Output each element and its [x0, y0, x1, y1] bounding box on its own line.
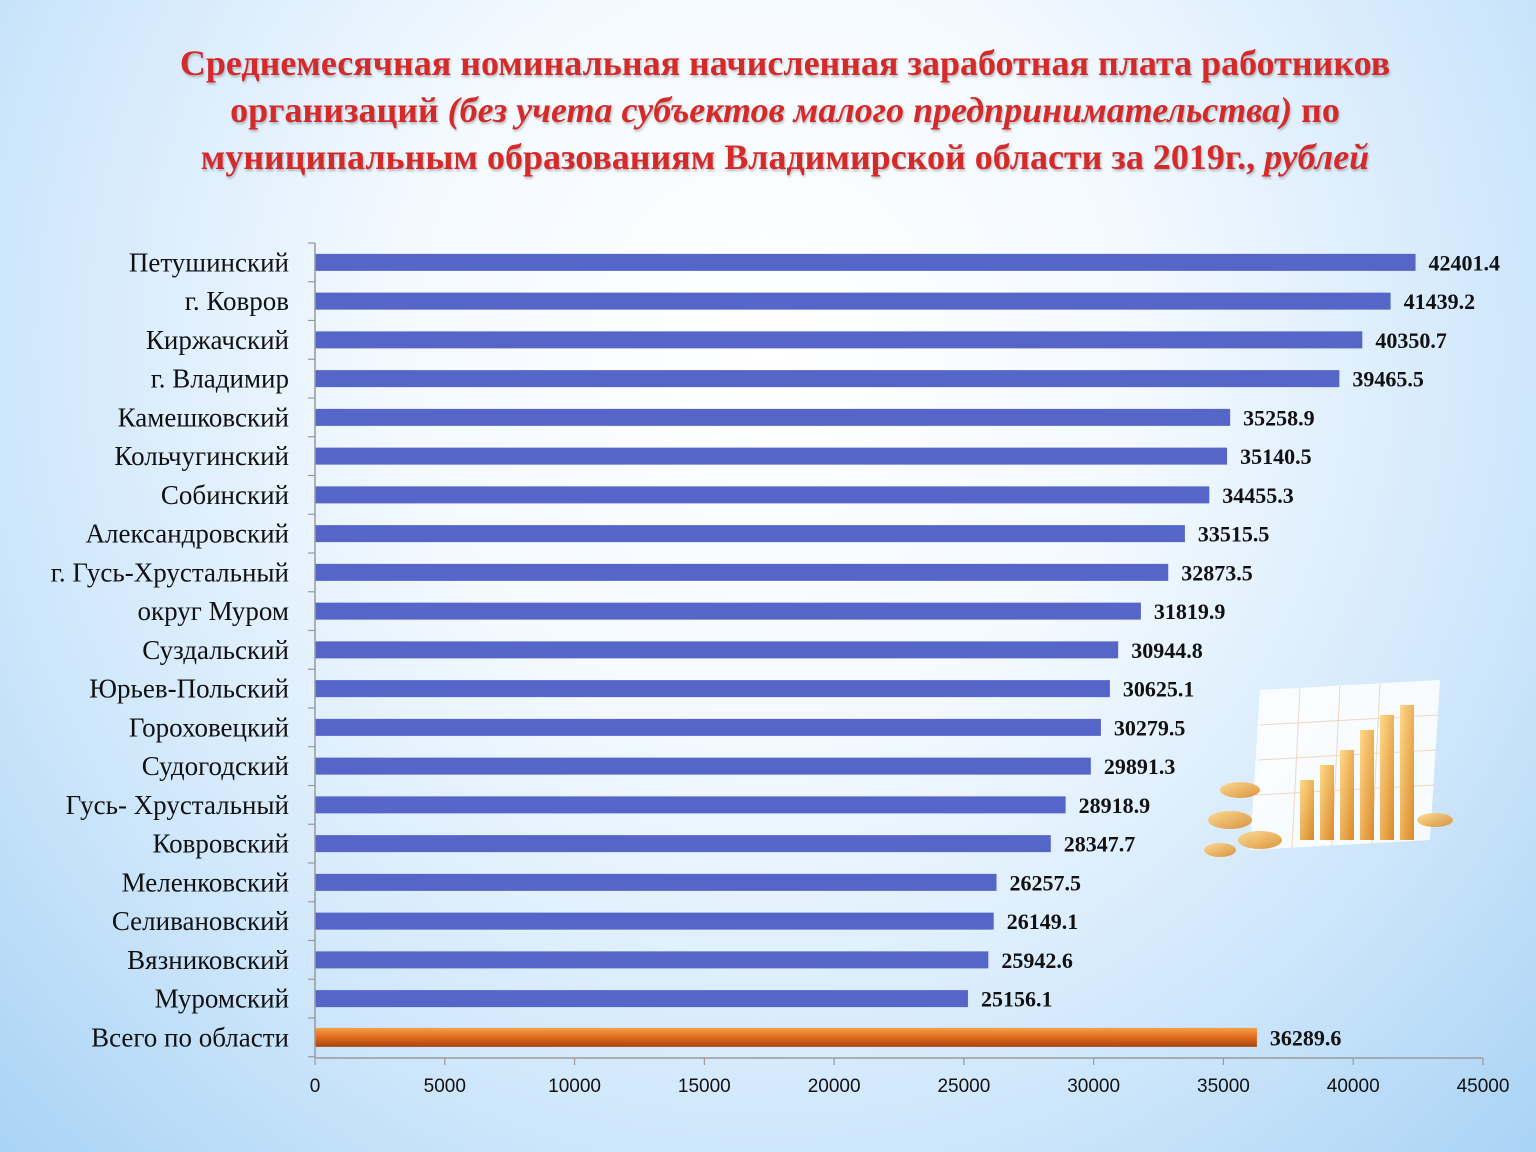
title-line-2: организаций (без учета субъектов малого … — [60, 87, 1510, 134]
value-label: 35140.5 — [1240, 444, 1312, 469]
bar — [315, 563, 1169, 581]
value-label: 42401.4 — [1429, 250, 1501, 275]
bar — [315, 602, 1141, 620]
title-line-3-a: муниципальным образованиям Владимирской … — [200, 137, 1265, 177]
category-label: Всего по области — [91, 1022, 289, 1052]
x-tick-label: 25000 — [937, 1076, 990, 1097]
x-tick-label: 0 — [310, 1076, 321, 1097]
bar — [315, 408, 1231, 426]
category-label: Меленковский — [122, 867, 289, 897]
value-label: 30279.5 — [1114, 715, 1186, 740]
category-labels: Петушинский г. Ковров Киржачский г. Владими… — [51, 247, 289, 1052]
bar — [315, 370, 1340, 388]
value-label: 29891.3 — [1104, 754, 1176, 779]
category-label: Камешковский — [118, 402, 289, 432]
x-tick-label: 10000 — [548, 1076, 601, 1097]
category-label: г. Гусь-Хрустальный — [51, 557, 289, 587]
bar — [315, 951, 989, 969]
x-tick-label: 45000 — [1457, 1076, 1510, 1097]
title-line-2-c: по — [1292, 90, 1340, 130]
category-label: Гороховецкий — [129, 712, 289, 742]
value-label: 31819.9 — [1154, 599, 1226, 624]
bar — [315, 873, 997, 891]
value-label: 30625.1 — [1123, 677, 1195, 702]
bar — [315, 796, 1066, 814]
value-label: 33515.5 — [1198, 522, 1270, 547]
bar — [315, 525, 1185, 543]
value-label: 28347.7 — [1064, 832, 1136, 857]
value-label: 30944.8 — [1131, 638, 1203, 663]
value-label: 34455.3 — [1222, 483, 1294, 508]
value-label: 39465.5 — [1352, 367, 1424, 392]
x-tick-label: 20000 — [808, 1076, 861, 1097]
title-line-3: муниципальным образованиям Владимирской … — [60, 134, 1510, 181]
value-label: 41439.2 — [1404, 289, 1476, 314]
value-label: 35258.9 — [1243, 405, 1315, 430]
x-tick-label: 40000 — [1327, 1076, 1380, 1097]
bar — [315, 757, 1091, 775]
category-label: Собинский — [161, 480, 289, 510]
category-label: Селивановский — [112, 906, 289, 936]
bar — [315, 680, 1110, 698]
category-label: округ Муром — [138, 596, 290, 626]
value-label: 26257.5 — [1010, 870, 1082, 895]
value-label: 28918.9 — [1079, 793, 1151, 818]
x-tick-label: 5000 — [424, 1076, 466, 1097]
bars — [315, 253, 1416, 1047]
bar — [315, 486, 1210, 504]
bar-total — [315, 1027, 1257, 1047]
value-label: 40350.7 — [1375, 328, 1447, 353]
bar — [315, 447, 1228, 465]
category-label: Суздальский — [142, 635, 289, 665]
category-label: Петушинский — [129, 247, 289, 277]
category-label: Кольчугинский — [114, 441, 289, 471]
value-label: 25942.6 — [1001, 948, 1073, 973]
bar — [315, 331, 1363, 349]
category-label: Вязниковский — [127, 945, 289, 975]
x-tick-label: 15000 — [678, 1076, 731, 1097]
bar — [315, 292, 1391, 310]
category-label: Гусь- Хрустальный — [66, 790, 289, 820]
title-unit: рублей — [1264, 137, 1370, 177]
title-line-1: Среднемесячная номинальная начисленная з… — [179, 43, 1391, 83]
bar — [315, 641, 1119, 659]
title-line-2-italic: (без учета субъектов малого предпринимат… — [447, 90, 1293, 130]
value-labels: 42401.4 41439.2 40350.7 39465.5 35258.9 35140… — [981, 250, 1500, 1050]
value-label: 26149.1 — [1007, 909, 1078, 934]
category-label: г. Ковров — [185, 286, 289, 316]
bar — [315, 912, 994, 930]
category-label: Александровский — [86, 519, 289, 549]
category-label: г. Владимир — [151, 364, 289, 394]
category-label: Киржачский — [146, 325, 289, 355]
growth-chart-coins-decoration — [1204, 680, 1453, 857]
x-tick-label: 30000 — [1067, 1076, 1120, 1097]
chart-title: Среднемесячная номинальная начисленная з… — [60, 40, 1510, 181]
category-label: Юрьев-Польский — [89, 674, 289, 704]
value-label: 36289.6 — [1270, 1025, 1342, 1050]
x-tick-label: 35000 — [1197, 1076, 1250, 1097]
title-line-2-a: организаций — [230, 90, 448, 130]
category-label: Ковровский — [152, 829, 289, 859]
value-label: 25156.1 — [981, 987, 1053, 1012]
axes: 0 5000 10000 15000 20000 25000 30000 35000 40000… — [308, 242, 1510, 1097]
category-label: Муромский — [155, 984, 289, 1014]
bar — [315, 990, 968, 1008]
category-label: Судогодский — [142, 751, 289, 781]
bar — [315, 718, 1101, 736]
bar — [315, 835, 1051, 853]
bar — [315, 253, 1416, 271]
value-label: 32873.5 — [1181, 560, 1253, 585]
